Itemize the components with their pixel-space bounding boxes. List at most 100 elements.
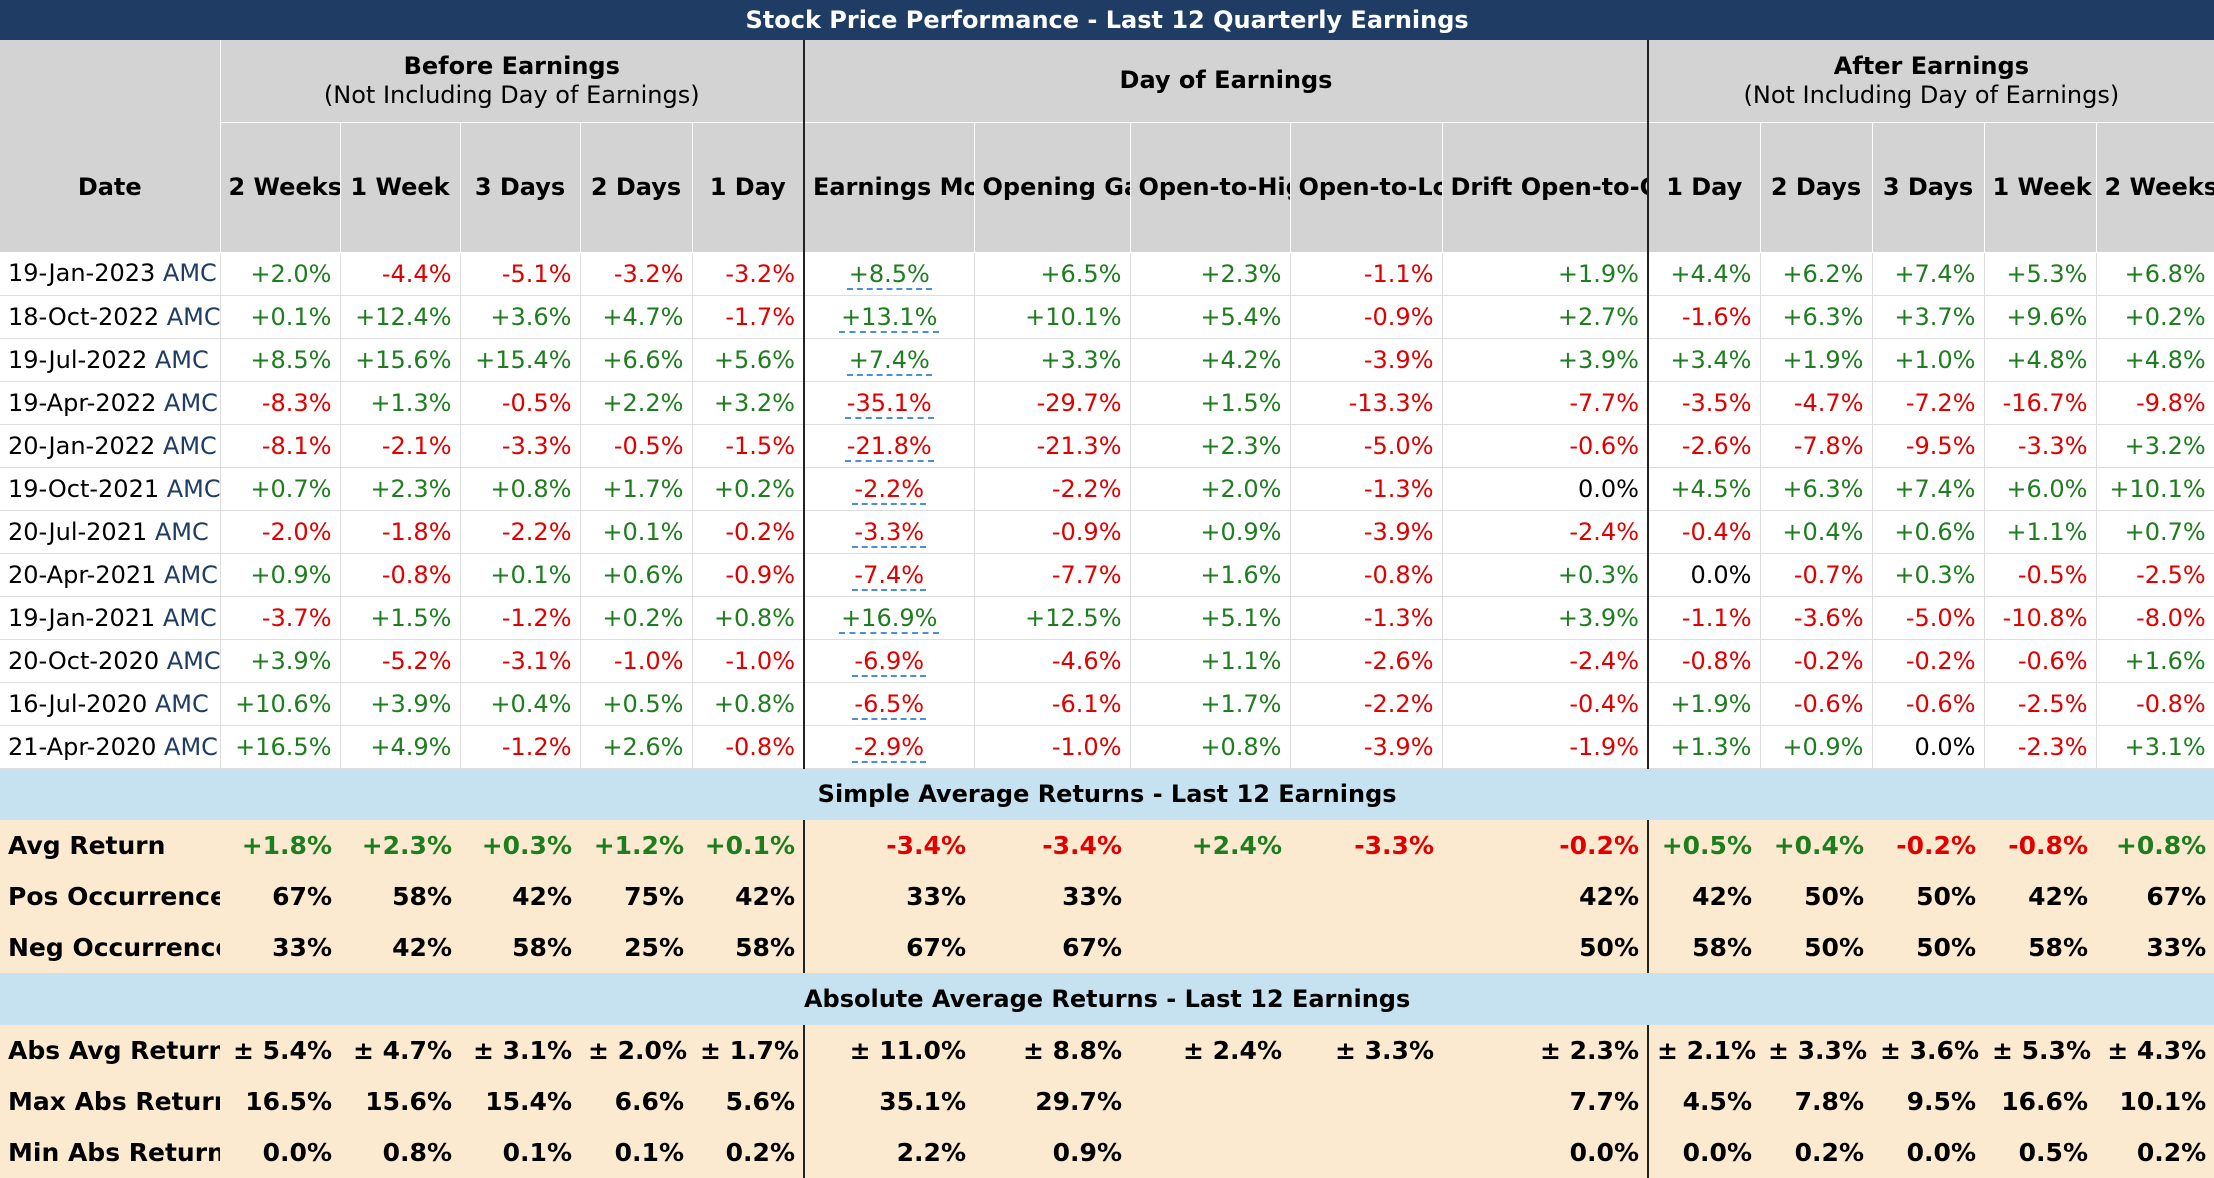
row-date-cell: 19-Jul-2022 AMC (0, 338, 221, 382)
value-cell: +1.6% (2096, 639, 2214, 683)
earnings-move-value[interactable]: -21.8% (844, 431, 934, 462)
value-cell: -10.8% (1984, 596, 2097, 640)
value-cell: +0.3% (1442, 553, 1649, 597)
earnings-move-value[interactable]: -2.9% (852, 732, 927, 763)
stat-value: 67% (974, 922, 1130, 973)
stat-value: 33% (220, 922, 340, 973)
group-subtitle-after: (Not Including Day of Earnings) (1743, 80, 2120, 109)
stat-value: 42% (460, 871, 580, 922)
value-cell: +3.9% (340, 682, 461, 726)
earnings-move-value[interactable]: -6.5% (852, 689, 927, 720)
value-cell: -0.9% (692, 553, 805, 597)
value-cell: +0.9% (1130, 510, 1291, 554)
value-cell: -2.1% (340, 424, 461, 468)
value-cell: -1.8% (340, 510, 461, 554)
value-cell: -0.6% (1984, 639, 2097, 683)
earnings-move-cell[interactable]: +8.5% (804, 252, 975, 296)
value-cell: -1.1% (1648, 596, 1761, 640)
stat-value: 0.9% (974, 1127, 1130, 1178)
stat-value: 58% (460, 922, 580, 973)
value-cell: -1.0% (580, 639, 693, 683)
earnings-move-value[interactable]: -35.1% (844, 388, 934, 419)
value-cell: +3.9% (1442, 338, 1649, 382)
value-cell: +1.9% (1648, 682, 1761, 726)
stat-value: ± 2.3% (1442, 1025, 1649, 1076)
earnings-move-cell[interactable]: -6.9% (804, 639, 975, 683)
value-cell: -2.6% (1648, 424, 1761, 468)
stat-value: 58% (340, 871, 460, 922)
earnings-move-value[interactable]: -3.3% (852, 517, 927, 548)
value-cell: +9.6% (1984, 295, 2097, 339)
stat-label: Pos Occurrences (0, 871, 220, 922)
earnings-move-cell[interactable]: -2.9% (804, 725, 975, 769)
row-date: 18-Oct-2022 (8, 302, 160, 331)
row-date-cell: 19-Oct-2021 AMC (0, 467, 221, 511)
earnings-move-value[interactable]: +13.1% (839, 302, 940, 333)
earnings-move-cell[interactable]: -6.5% (804, 682, 975, 726)
earnings-move-value[interactable]: +8.5% (846, 259, 932, 290)
value-cell: +7.4% (1872, 252, 1985, 296)
earnings-move-value[interactable]: -2.2% (852, 474, 927, 505)
earnings-move-value[interactable]: -6.9% (852, 646, 927, 677)
stat-value (1290, 871, 1442, 922)
row-date-cell: 19-Jan-2021 AMC (0, 596, 221, 640)
column-header-day-open-to-high: Open-to-High (1130, 122, 1291, 253)
value-cell: -8.1% (220, 424, 341, 468)
value-cell: -3.6% (1760, 596, 1873, 640)
row-date-cell: 19-Apr-2022 AMC (0, 381, 221, 425)
earnings-move-cell[interactable]: +13.1% (804, 295, 975, 339)
value-cell: 0.0% (1442, 467, 1649, 511)
value-cell: -16.7% (1984, 381, 2097, 425)
stat-value: 67% (804, 922, 974, 973)
stat-value: +1.8% (220, 820, 340, 871)
earnings-move-value[interactable]: +16.9% (839, 603, 940, 634)
earnings-move-value[interactable]: -7.4% (852, 560, 927, 591)
value-cell: -1.1% (1290, 252, 1443, 296)
stat-value: 42% (1984, 871, 2096, 922)
value-cell: -0.9% (1290, 295, 1443, 339)
group-title-after: After Earnings (1833, 51, 2029, 80)
row-date: 20-Oct-2020 (8, 646, 160, 675)
value-cell: +6.3% (1760, 295, 1873, 339)
value-cell: +0.9% (1760, 725, 1873, 769)
stat-value: 2.2% (804, 1127, 974, 1178)
value-cell: +3.6% (460, 295, 581, 339)
value-cell: +10.6% (220, 682, 341, 726)
earnings-move-value[interactable]: +7.4% (846, 345, 932, 376)
stat-value: ± 11.0% (804, 1025, 974, 1076)
value-cell: +6.0% (1984, 467, 2097, 511)
stat-value (1290, 922, 1442, 973)
stat-value: ± 5.3% (1984, 1025, 2096, 1076)
value-cell: +6.8% (2096, 252, 2214, 296)
stat-value: +2.4% (1130, 820, 1290, 871)
value-cell: +4.8% (2096, 338, 2214, 382)
stat-value: 33% (804, 871, 974, 922)
value-cell: +0.2% (2096, 295, 2214, 339)
earnings-move-cell[interactable]: -35.1% (804, 381, 975, 425)
value-cell: +0.7% (220, 467, 341, 511)
stat-value: 0.0% (1648, 1127, 1760, 1178)
earnings-move-cell[interactable]: +7.4% (804, 338, 975, 382)
stat-value: 10.1% (2096, 1076, 2214, 1127)
earnings-move-cell[interactable]: -3.3% (804, 510, 975, 554)
stat-label: Min Abs Return (0, 1127, 220, 1178)
stat-value: 58% (1648, 922, 1760, 973)
earnings-move-cell[interactable]: +16.9% (804, 596, 975, 640)
earnings-move-cell[interactable]: -2.2% (804, 467, 975, 511)
value-cell: +1.9% (1760, 338, 1873, 382)
column-header-after-2-days: 2 Days (1760, 122, 1873, 253)
value-cell: +10.1% (974, 295, 1131, 339)
value-cell: +0.2% (692, 467, 805, 511)
earnings-move-cell[interactable]: -7.4% (804, 553, 975, 597)
stat-value: 29.7% (974, 1076, 1130, 1127)
stat-value: 4.5% (1648, 1076, 1760, 1127)
row-ticker: AMC (166, 646, 220, 675)
stat-value: 0.1% (460, 1127, 580, 1178)
stat-value: 58% (1984, 922, 2096, 973)
value-cell: +4.8% (1984, 338, 2097, 382)
value-cell: +12.4% (340, 295, 461, 339)
value-cell: +3.4% (1648, 338, 1761, 382)
earnings-move-cell[interactable]: -21.8% (804, 424, 975, 468)
value-cell: -4.7% (1760, 381, 1873, 425)
stat-value: -3.3% (1290, 820, 1442, 871)
